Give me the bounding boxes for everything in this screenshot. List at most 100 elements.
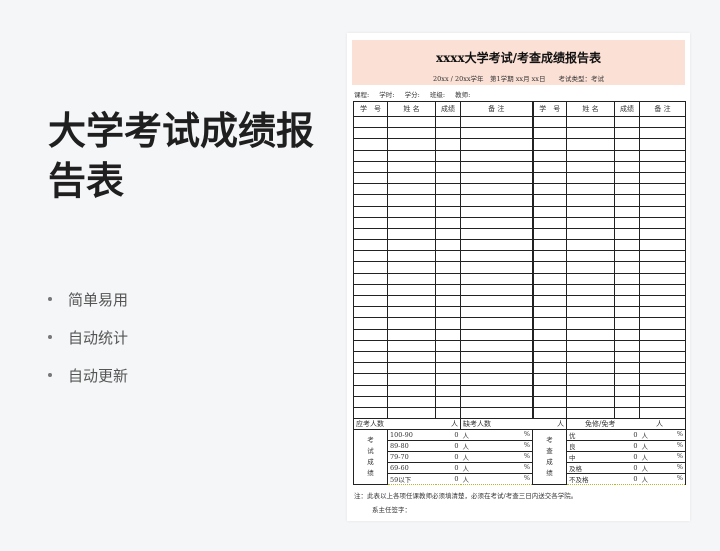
table-cell[interactable] [435, 406, 461, 420]
table-cell[interactable] [566, 171, 615, 185]
table-cell[interactable] [435, 239, 461, 252]
table-cell[interactable] [614, 115, 640, 129]
table-cell[interactable] [387, 328, 436, 341]
table-cell[interactable] [566, 339, 615, 352]
table-cell[interactable] [387, 306, 436, 319]
table-cell[interactable] [614, 373, 640, 386]
table-cell[interactable] [532, 261, 567, 274]
table-cell[interactable] [460, 149, 534, 162]
table-cell[interactable] [353, 362, 388, 375]
table-cell[interactable] [614, 227, 640, 241]
table-cell[interactable] [435, 138, 461, 151]
table-cell[interactable] [387, 339, 436, 352]
table-cell[interactable] [460, 339, 534, 352]
table-cell[interactable] [566, 183, 615, 196]
table-cell[interactable] [614, 149, 640, 162]
table-cell[interactable] [614, 127, 640, 140]
table-cell[interactable] [353, 339, 388, 352]
table-cell[interactable] [532, 384, 567, 397]
table-cell[interactable] [460, 306, 534, 319]
table-cell[interactable] [353, 216, 388, 229]
table-cell[interactable] [460, 362, 534, 375]
table-cell[interactable] [639, 328, 686, 341]
table-cell[interactable] [639, 127, 686, 140]
table-cell[interactable] [460, 250, 534, 263]
table-cell[interactable] [387, 250, 436, 263]
table-cell[interactable] [435, 362, 461, 375]
table-cell[interactable] [532, 317, 567, 330]
table-cell[interactable] [435, 127, 461, 140]
table-cell[interactable] [532, 183, 567, 196]
table-cell[interactable] [532, 160, 567, 173]
table-cell[interactable] [353, 272, 388, 285]
table-cell[interactable] [435, 373, 461, 386]
table-cell[interactable] [435, 306, 461, 319]
table-cell[interactable] [460, 115, 534, 129]
table-cell[interactable] [435, 395, 461, 408]
table-cell[interactable] [532, 138, 567, 151]
table-cell[interactable] [353, 138, 388, 151]
table-cell[interactable] [387, 183, 436, 196]
table-cell[interactable] [639, 339, 686, 352]
table-cell[interactable] [387, 362, 436, 375]
table-cell[interactable] [435, 294, 461, 308]
table-cell[interactable] [435, 272, 461, 285]
table-cell[interactable] [639, 395, 686, 408]
table-cell[interactable] [614, 239, 640, 252]
table-cell[interactable] [387, 294, 436, 308]
table-cell[interactable] [614, 294, 640, 308]
table-cell[interactable] [387, 160, 436, 173]
table-cell[interactable] [460, 205, 534, 218]
table-cell[interactable] [460, 194, 534, 207]
table-cell[interactable] [532, 294, 567, 308]
table-cell[interactable] [532, 227, 567, 241]
table-cell[interactable] [460, 138, 534, 151]
table-cell[interactable] [387, 406, 436, 420]
table-cell[interactable] [639, 406, 686, 420]
table-cell[interactable] [387, 350, 436, 364]
table-cell[interactable] [387, 171, 436, 185]
table-cell[interactable] [387, 216, 436, 229]
table-cell[interactable] [532, 350, 567, 364]
table-cell[interactable] [532, 283, 567, 297]
table-cell[interactable] [435, 384, 461, 397]
table-cell[interactable] [532, 205, 567, 218]
table-cell[interactable] [614, 339, 640, 352]
table-cell[interactable] [639, 239, 686, 252]
table-cell[interactable] [566, 160, 615, 173]
table-cell[interactable] [566, 194, 615, 207]
table-cell[interactable] [639, 384, 686, 397]
table-cell[interactable] [460, 406, 534, 420]
table-cell[interactable] [566, 350, 615, 364]
table-cell[interactable] [566, 149, 615, 162]
table-cell[interactable] [435, 205, 461, 218]
table-cell[interactable] [532, 328, 567, 341]
table-cell[interactable] [460, 272, 534, 285]
table-cell[interactable] [614, 317, 640, 330]
table-cell[interactable] [387, 384, 436, 397]
table-cell[interactable] [566, 406, 615, 420]
table-cell[interactable] [435, 149, 461, 162]
table-cell[interactable] [639, 205, 686, 218]
table-cell[interactable] [460, 171, 534, 185]
table-cell[interactable] [639, 183, 686, 196]
table-cell[interactable] [353, 395, 388, 408]
table-cell[interactable] [532, 115, 567, 129]
table-cell[interactable] [532, 306, 567, 319]
table-cell[interactable] [460, 294, 534, 308]
table-cell[interactable] [639, 350, 686, 364]
table-cell[interactable] [639, 261, 686, 274]
table-cell[interactable] [639, 138, 686, 151]
table-cell[interactable] [614, 384, 640, 397]
table-cell[interactable] [566, 283, 615, 297]
table-cell[interactable] [566, 227, 615, 241]
table-cell[interactable] [532, 149, 567, 162]
table-cell[interactable] [614, 306, 640, 319]
table-cell[interactable] [353, 306, 388, 319]
table-cell[interactable] [639, 250, 686, 263]
table-cell[interactable] [387, 149, 436, 162]
table-cell[interactable] [460, 395, 534, 408]
table-cell[interactable] [566, 127, 615, 140]
table-cell[interactable] [460, 261, 534, 274]
table-cell[interactable] [639, 294, 686, 308]
